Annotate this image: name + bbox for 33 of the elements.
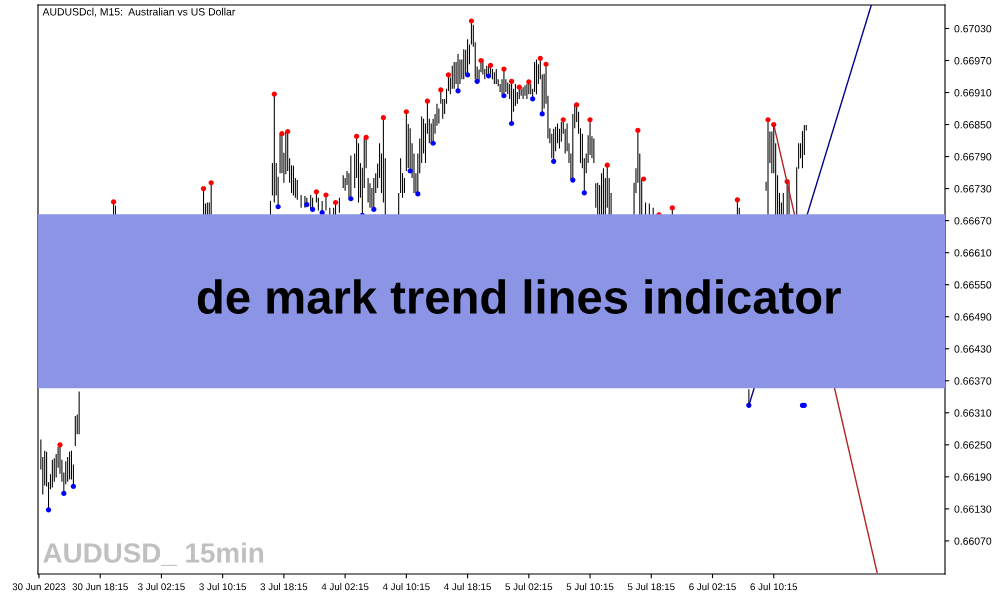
band-label: de mark trend lines indicator [197, 279, 841, 314]
x-tick-label: 4 Jul 10:15 [382, 583, 430, 591]
x-tick-label: 4 Jul 02:15 [321, 583, 369, 591]
y-tick-label: 0.66790 [954, 153, 992, 161]
y-tick-label: 0.66490 [954, 313, 992, 321]
y-tick-label: 0.66130 [954, 505, 992, 513]
y-tick-label: 0.66550 [954, 281, 992, 289]
x-tick-label: 3 Jul 10:15 [199, 583, 247, 591]
y-tick-label: 0.66910 [954, 89, 992, 97]
y-tick-label: 0.67030 [954, 24, 992, 33]
annotation: AUDUSD_ 15min [43, 542, 264, 566]
x-tick-label: 30 Jun 18:15 [72, 583, 128, 591]
x-tick-label: 5 Jul 18:15 [627, 583, 675, 591]
y-tick-label: 0.66430 [954, 345, 992, 353]
x-tick-label: 5 Jul 10:15 [566, 583, 614, 591]
y-tick-label: 0.66250 [954, 441, 992, 449]
y-tick-label: 0.66310 [954, 409, 992, 417]
x-tick-label: 6 Jul 10:15 [750, 583, 798, 591]
chart-title: AUDUSDcl, M15: Australian vs US Dollar [42, 7, 236, 17]
y-tick-label: 0.66970 [954, 57, 992, 65]
x-tick-label: 5 Jul 02:15 [505, 583, 553, 591]
x-tick-label: 3 Jul 02:15 [138, 583, 185, 591]
x-tick-label: 3 Jul 18:15 [260, 583, 308, 591]
y-tick-label: 0.66190 [954, 473, 992, 481]
y-tick-label: 0.66370 [954, 377, 992, 385]
y-tick-label: 0.66070 [954, 537, 992, 545]
x-tick-label: 4 Jul 18:15 [444, 583, 491, 591]
x-tick-label: 6 Jul 02:15 [689, 583, 736, 591]
y-tick-label: 0.66670 [954, 217, 992, 225]
x-tick-label: 30 Jun 2023 [12, 583, 66, 591]
y-tick-label: 0.66610 [954, 249, 992, 257]
y-tick-label: 0.66730 [954, 185, 992, 193]
y-tick-label: 0.66850 [954, 121, 992, 129]
